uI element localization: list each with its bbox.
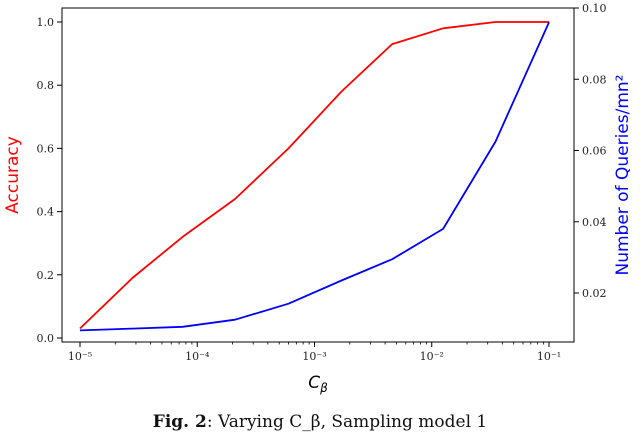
right-y-tick-label: 0.04: [582, 216, 607, 229]
accuracy-line: [79, 21, 549, 330]
right-y-axis-ticks: 0.02 0.04 0.06 0.08 0.10: [574, 2, 607, 300]
x-tick-label: 10⁻²: [420, 350, 444, 363]
x-axis-title-text: C: [308, 373, 320, 393]
x-axis-title: Cβ: [308, 373, 328, 395]
caption-label: Fig. 2: [152, 412, 207, 432]
right-y-tick-label: 0.02: [582, 287, 607, 300]
right-y-tick-label: 0.10: [582, 2, 607, 15]
left-y-tick-label: 0.2: [37, 269, 55, 282]
x-tick-label: 10⁻¹: [537, 350, 561, 363]
plot-frame: [61, 7, 575, 343]
x-tick-label: 10⁻⁵: [68, 350, 92, 363]
series-lines: [79, 21, 550, 332]
right-y-tick-label: 0.08: [582, 73, 607, 86]
right-y-axis-title: Number of Queries/mn²: [613, 74, 633, 275]
caption-text: : Varying C_β, Sampling model 1: [206, 412, 488, 432]
x-axis-ticks: 10⁻⁵ 10⁻⁴ 10⁻³ 10⁻² 10⁻¹: [68, 342, 561, 363]
left-y-tick-label: 0.8: [37, 79, 55, 92]
x-tick-label: 10⁻³: [302, 350, 326, 363]
x-tick-label: 10⁻⁴: [185, 350, 210, 363]
left-y-axis-title: Accuracy: [3, 136, 23, 214]
left-y-tick-label: 0.4: [37, 206, 55, 219]
left-y-tick-label: 1.0: [37, 16, 55, 29]
figure-caption: Fig. 2: Varying C_β, Sampling model 1: [0, 412, 640, 432]
left-y-axis-ticks: 0.0 0.2 0.4 0.6 0.8 1.0: [37, 16, 62, 345]
chart: 10⁻⁵ 10⁻⁴ 10⁻³ 10⁻² 10⁻¹ 0.00.20.40.60.81.0 …: [3, 2, 633, 395]
left-y-tick-label: 0.0: [37, 332, 55, 345]
left-y-tick-label: 0.6: [37, 142, 55, 155]
right-y-tick-label: 0.06: [582, 145, 607, 158]
queries-line: [79, 21, 550, 332]
